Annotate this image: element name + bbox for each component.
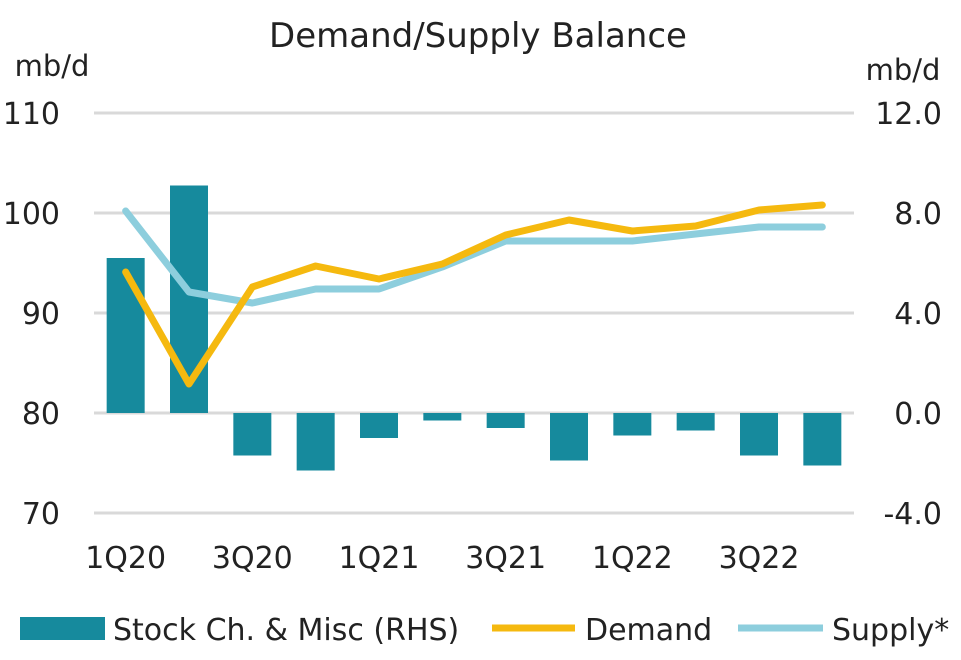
- x-tick-label: 1Q22: [592, 541, 673, 576]
- line-series: [122, 201, 826, 388]
- bar-4Q20: [296, 413, 335, 471]
- gridlines: [94, 111, 854, 515]
- x-tick-label: 1Q21: [339, 541, 420, 576]
- y-tick-label-left: 80: [22, 397, 60, 432]
- bar-1Q20: [106, 258, 145, 413]
- bar-1Q21: [360, 413, 398, 438]
- y-tick-label-right: 0.0: [894, 397, 942, 432]
- bar-1Q22: [613, 413, 652, 436]
- x-tick-label: 3Q22: [719, 541, 800, 576]
- bar-4Q22: [803, 413, 842, 466]
- y-tick-label-right: 8.0: [894, 197, 942, 232]
- line-supply: [122, 207, 826, 307]
- y-axis-ticks-right: 12.0 8.0 4.0 0.0 -4.0: [875, 97, 942, 532]
- chart-title: Demand/Supply Balance: [269, 16, 687, 56]
- bar-series-stock-change: [106, 185, 842, 471]
- bar-2Q21: [423, 413, 462, 421]
- x-tick-label: 1Q20: [85, 541, 166, 576]
- x-tick-label: 3Q21: [465, 541, 546, 576]
- x-tick-label: 3Q20: [212, 541, 293, 576]
- x-axis-ticks: 1Q20 3Q20 1Q21 3Q21 1Q22 3Q22: [85, 541, 799, 576]
- bar-3Q22: [740, 413, 778, 456]
- y-tick-label-left: 70: [22, 497, 60, 532]
- y-axis-label-right: mb/d: [866, 53, 941, 87]
- y-tick-label-left: 110: [3, 97, 60, 132]
- bar-2Q20: [170, 185, 208, 413]
- line-demand: [122, 201, 826, 388]
- bar-2Q22: [676, 413, 715, 431]
- legend: Stock Ch. & Misc (RHS) Demand Supply*: [20, 613, 949, 648]
- y-axis-label-left: mb/d: [15, 49, 90, 83]
- y-tick-label-right: 4.0: [894, 297, 942, 332]
- bar-4Q21: [550, 413, 588, 461]
- bar-3Q20: [233, 413, 272, 456]
- legend-label-supply: Supply*: [832, 613, 949, 648]
- y-tick-label-left: 100: [3, 197, 60, 232]
- y-tick-label-left: 90: [22, 297, 60, 332]
- y-tick-label-right: 12.0: [875, 97, 942, 132]
- legend-label-demand: Demand: [585, 613, 712, 648]
- y-tick-label-right: -4.0: [883, 497, 942, 532]
- bar-3Q21: [486, 413, 525, 428]
- legend-swatch-stock-change: [20, 617, 105, 640]
- y-axis-ticks-left: 110 100 90 80 70: [3, 97, 60, 532]
- legend-label-stock-change: Stock Ch. & Misc (RHS): [113, 613, 459, 648]
